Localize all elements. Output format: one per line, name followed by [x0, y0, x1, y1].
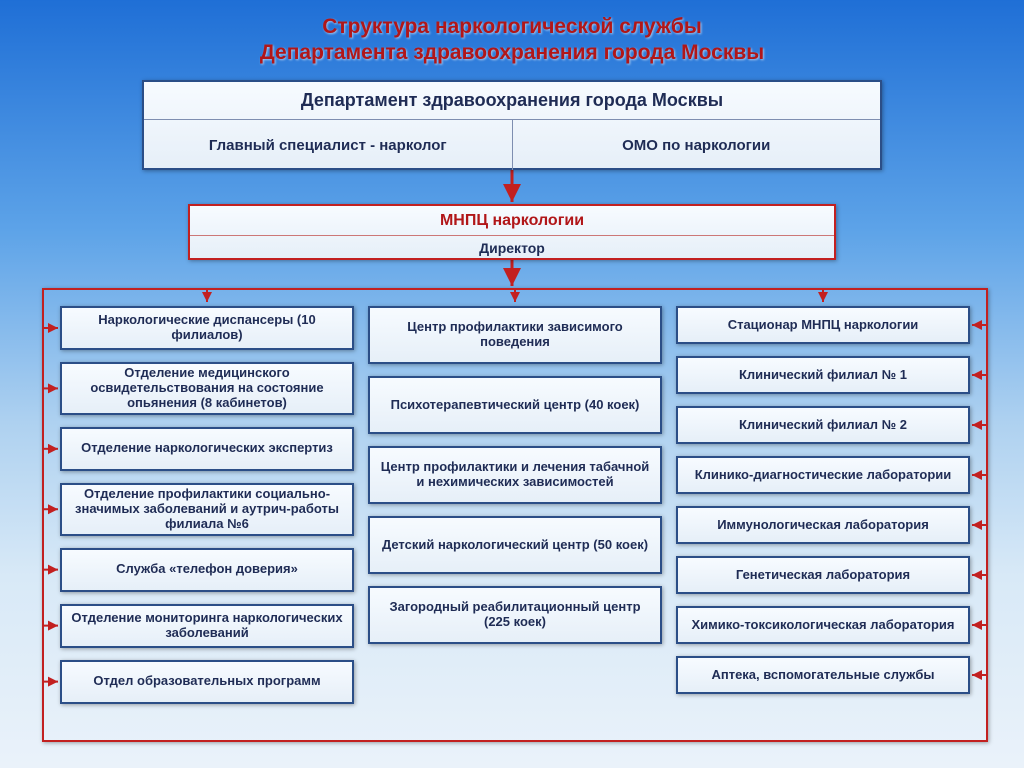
columns-frame: Наркологические диспансеры (10 филиалов)…: [42, 288, 988, 742]
left-box-6: Отдел образовательных программ: [60, 660, 354, 704]
right-box-6: Химико-токсикологическая лаборатория: [676, 606, 970, 644]
left-box-4: Служба «телефон доверия»: [60, 548, 354, 592]
right-box-4: Иммунологическая лаборатория: [676, 506, 970, 544]
mnpc-box: МНПЦ наркологии Директор: [188, 204, 836, 260]
right-box-2: Клинический филиал № 2: [676, 406, 970, 444]
column-left: Наркологические диспансеры (10 филиалов)…: [60, 306, 354, 724]
left-box-2: Отделение наркологических экспертиз: [60, 427, 354, 471]
column-right: Стационар МНПЦ наркологии Клинический фил…: [676, 306, 970, 724]
mid-box-2: Центр профилактики и лечения табачной и …: [368, 446, 662, 504]
right-box-5: Генетическая лаборатория: [676, 556, 970, 594]
right-box-1: Клинический филиал № 1: [676, 356, 970, 394]
mid-box-4: Загородный реабилитационный центр (225 к…: [368, 586, 662, 644]
mid-box-3: Детский наркологический центр (50 коек): [368, 516, 662, 574]
left-box-3: Отделение профилактики социально-значимы…: [60, 483, 354, 536]
mid-box-1: Психотерапевтический центр (40 коек): [368, 376, 662, 434]
department-header: Департамент здравоохранения города Москв…: [144, 82, 880, 120]
left-box-0: Наркологические диспансеры (10 филиалов): [60, 306, 354, 350]
page-title: Структура наркологической службы Департа…: [0, 0, 1024, 67]
omo-cell: ОМО по наркологии: [513, 120, 881, 170]
title-line-1: Структура наркологической службы: [322, 15, 702, 38]
department-box: Департамент здравоохранения города Москв…: [142, 80, 882, 170]
right-box-0: Стационар МНПЦ наркологии: [676, 306, 970, 344]
mnpc-director: Директор: [190, 236, 834, 260]
right-box-7: Аптека, вспомогательные службы: [676, 656, 970, 694]
left-box-5: Отделение мониторинга наркологических за…: [60, 604, 354, 648]
left-box-1: Отделение медицинского освидетельствован…: [60, 362, 354, 415]
mid-box-0: Центр профилактики зависимого поведения: [368, 306, 662, 364]
chief-specialist-cell: Главный специалист - нарколог: [144, 120, 513, 170]
mnpc-title: МНПЦ наркологии: [190, 206, 834, 236]
title-line-2: Департамента здравоохранения города Моск…: [260, 41, 764, 64]
right-box-3: Клинико-диагностические лаборатории: [676, 456, 970, 494]
column-middle: Центр профилактики зависимого поведения П…: [368, 306, 662, 724]
